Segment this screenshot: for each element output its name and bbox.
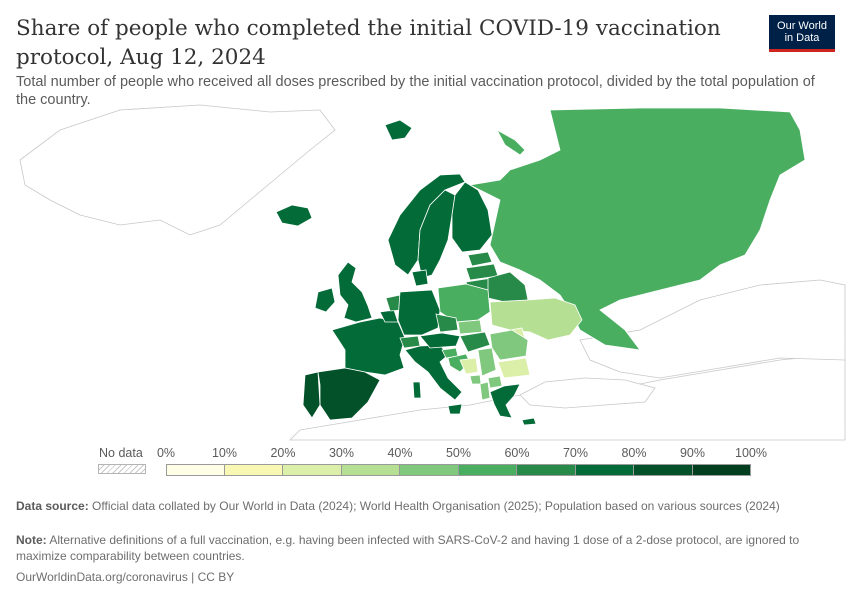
region-austria[interactable] — [419, 332, 461, 349]
legend-tick-label: 40% — [387, 446, 413, 460]
legend-tick-label: 100% — [735, 446, 767, 460]
region-united-kingdom[interactable] — [337, 261, 373, 323]
data-source-text: Official data collated by Our World in D… — [92, 499, 780, 513]
logo-line-2: in Data — [784, 32, 820, 44]
chart-title: Share of people who completed the initia… — [16, 16, 721, 70]
legend-bin[interactable] — [341, 464, 400, 476]
legend-bin[interactable] — [283, 464, 342, 476]
legend-tick-label: 90% — [679, 446, 706, 460]
legend-tick-label: 20% — [270, 446, 296, 460]
region-svalbard[interactable] — [384, 119, 413, 141]
region-turkey[interactable] — [519, 377, 656, 409]
region-greenland[interactable] — [19, 104, 336, 236]
region-france[interactable] — [331, 317, 406, 376]
region-iceland[interactable] — [275, 204, 313, 227]
region-hungary[interactable] — [459, 331, 491, 353]
legend-tick-label: 80% — [621, 446, 647, 460]
region-greece[interactable] — [489, 383, 521, 419]
legend-tick-label: 0% — [156, 446, 176, 460]
region-switzerland[interactable] — [399, 335, 421, 349]
region-north-macedonia[interactable] — [487, 375, 503, 389]
legend-no-data-label: No data — [99, 446, 143, 460]
region-bosnia-herzegovina[interactable] — [459, 357, 479, 375]
legend-tick-label: 10% — [211, 446, 238, 460]
note-text: Alternative definitions of a full vaccin… — [16, 533, 800, 563]
region-central-asia[interactable] — [579, 279, 846, 379]
region-poland[interactable] — [437, 283, 491, 323]
owid-logo[interactable]: Our World in Data — [769, 15, 835, 52]
chart-subtitle: Total number of people who received all … — [16, 74, 815, 108]
legend-bin[interactable] — [517, 464, 576, 476]
legend-tick-label: 30% — [328, 446, 355, 460]
color-legend: No data 0% 10% 20% 30% 40% 50% 60% 70% 80% 90% 100… — [0, 440, 850, 485]
region-ireland[interactable] — [314, 287, 336, 313]
legend-bin[interactable] — [224, 464, 283, 476]
region-romania[interactable] — [489, 329, 529, 361]
region-sardinia[interactable] — [412, 381, 422, 399]
legend-bin[interactable] — [575, 464, 634, 476]
region-belgium[interactable] — [379, 309, 399, 323]
legend-bin[interactable] — [692, 464, 751, 476]
legend-no-data-swatch[interactable] — [98, 464, 146, 474]
europe-choropleth-map — [19, 104, 846, 441]
legend-tick-label: 70% — [562, 446, 589, 460]
region-denmark[interactable] — [411, 269, 429, 287]
logo-line-1: Our World — [777, 20, 827, 32]
legend-bin[interactable] — [400, 464, 459, 476]
region-portugal[interactable] — [302, 371, 321, 419]
data-source-label: Data source: — [16, 499, 89, 513]
chart-note: Note: Alternative definitions of a full … — [16, 533, 816, 564]
legend-bin[interactable] — [634, 464, 693, 476]
note-label: Note: — [16, 533, 47, 547]
region-spain[interactable] — [317, 367, 381, 421]
region-montenegro[interactable] — [469, 374, 482, 385]
region-albania[interactable] — [479, 381, 491, 401]
region-czechia[interactable] — [435, 313, 459, 333]
source-url[interactable]: OurWorldinData.org/coronavirus | CC BY — [16, 570, 235, 584]
region-slovakia[interactable] — [457, 319, 483, 335]
legend-tick-label: 60% — [504, 446, 530, 460]
region-novaya-zemlya[interactable] — [496, 128, 526, 156]
legend-bin[interactable] — [166, 464, 225, 476]
data-source: Data source: Official data collated by O… — [16, 499, 816, 515]
region-germany[interactable] — [397, 289, 441, 336]
region-belarus[interactable] — [487, 271, 529, 303]
region-finland[interactable] — [451, 181, 493, 253]
legend-bin[interactable] — [458, 464, 517, 476]
region-africa-middle-east[interactable] — [289, 354, 846, 441]
region-serbia[interactable] — [477, 347, 497, 377]
region-bulgaria[interactable] — [497, 357, 531, 379]
region-cyprus[interactable] — [521, 417, 537, 426]
region-estonia[interactable] — [467, 251, 493, 267]
legend-tick-label: 50% — [445, 446, 472, 460]
region-sicily[interactable] — [447, 403, 463, 415]
